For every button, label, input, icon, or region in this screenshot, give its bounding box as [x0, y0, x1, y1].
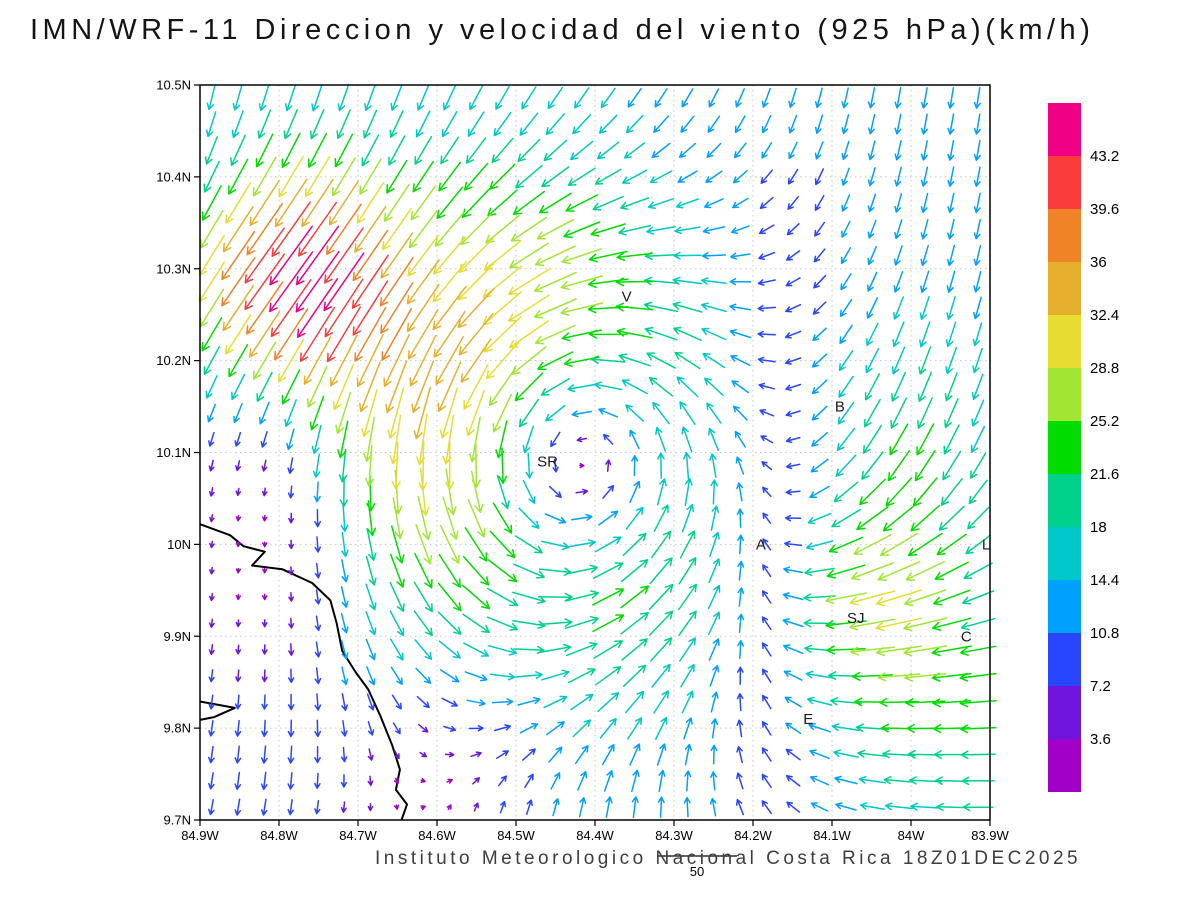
colorbar-segment: [1048, 103, 1081, 156]
y-tick-label: 9.8N: [164, 721, 191, 736]
y-tick-label: 10.2N: [156, 353, 191, 368]
x-tick-label: 84.6W: [418, 828, 456, 843]
colorbar-segment: [1048, 739, 1081, 792]
colorbar-segment: [1048, 421, 1081, 474]
x-tick-label: 84.7W: [339, 828, 377, 843]
station-label-a: A: [756, 536, 766, 553]
colorbar-segment: [1048, 315, 1081, 368]
station-label-l: L: [982, 536, 990, 553]
y-tick-label: 9.9N: [164, 629, 191, 644]
wind-arrow-layer: [221, 203, 414, 362]
chart-title: IMN/WRF-11 Direccion y velocidad del vie…: [30, 14, 1095, 46]
colorbar-label: 36: [1090, 254, 1107, 271]
y-tick-label: 10N: [167, 537, 191, 552]
colorbar-label: 28.8: [1090, 360, 1119, 377]
colorbar-segment: [1048, 262, 1081, 315]
y-tick-label: 10.1N: [156, 445, 191, 460]
wind-arrow-layer: [199, 156, 948, 682]
reference-vector-label: 50: [690, 864, 704, 879]
colorbar-label: 21.6: [1090, 466, 1119, 483]
wind-arrow-layer: [203, 109, 996, 812]
colorbar-segment: [1048, 527, 1081, 580]
y-tick-label: 10.3N: [156, 261, 191, 276]
colorbar-label: 18: [1090, 519, 1107, 536]
y-tick-label: 10.4N: [156, 169, 191, 184]
y-tick-label: 9.7N: [164, 813, 191, 828]
station-label-v: V: [622, 288, 632, 305]
colorbar-label: 32.4: [1090, 307, 1119, 324]
colorbar-label: 10.8: [1090, 625, 1119, 642]
chart-caption: Instituto Meteorologico Nacional Costa R…: [375, 848, 1082, 869]
colorbar-segment: [1048, 474, 1081, 527]
wind-arrow-layer: [207, 86, 982, 819]
colorbar-label: 39.6: [1090, 201, 1119, 218]
station-label-e: E: [803, 711, 813, 728]
x-tick-label: 84.1W: [813, 828, 851, 843]
station-label-c: C: [961, 628, 972, 645]
wind-arrow-layer: [269, 225, 365, 338]
wind-arrow-layer: [208, 436, 612, 813]
x-tick-label: 84.5W: [497, 828, 535, 843]
coastline: [199, 523, 408, 821]
station-label-sr: SR: [537, 454, 558, 471]
wind-arrow-layer: [201, 132, 997, 734]
wind-arrow-layer: [222, 178, 495, 440]
x-tick-label: 84.3W: [655, 828, 693, 843]
colorbar-segment: [1048, 686, 1081, 739]
colorbar-segment: [1048, 209, 1081, 262]
colorbar-segment: [1048, 633, 1081, 686]
x-tick-label: 84.8W: [260, 828, 298, 843]
station-label-sj: SJ: [847, 610, 865, 627]
y-tick-label: 10.5N: [156, 78, 191, 93]
x-tick-label: 84.2W: [734, 828, 772, 843]
wind-arrow-layer: [244, 201, 389, 363]
wind-arrow-layer: [205, 84, 986, 811]
x-tick-label: 84W: [898, 828, 925, 843]
colorbar-segment: [1048, 156, 1081, 209]
colorbar-segment: [1048, 368, 1081, 421]
wind-arrow-layer: [235, 462, 585, 811]
colorbar-label: 25.2: [1090, 413, 1119, 430]
x-tick-label: 84.4W: [576, 828, 614, 843]
wind-arrow-layer: [208, 168, 827, 816]
colorbar-label: 7.2: [1090, 678, 1111, 695]
colorbar-segment: [1048, 580, 1081, 633]
x-tick-label: 84.9W: [181, 828, 219, 843]
station-label-b: B: [835, 399, 845, 416]
x-tick-label: 83.9W: [971, 828, 1009, 843]
wind-arrow-layer: [198, 155, 923, 632]
colorbar-label: 14.4: [1090, 572, 1119, 589]
colorbar-label: 43.2: [1090, 148, 1119, 165]
coastline: [199, 700, 236, 721]
colorbar-label: 3.6: [1090, 731, 1111, 748]
